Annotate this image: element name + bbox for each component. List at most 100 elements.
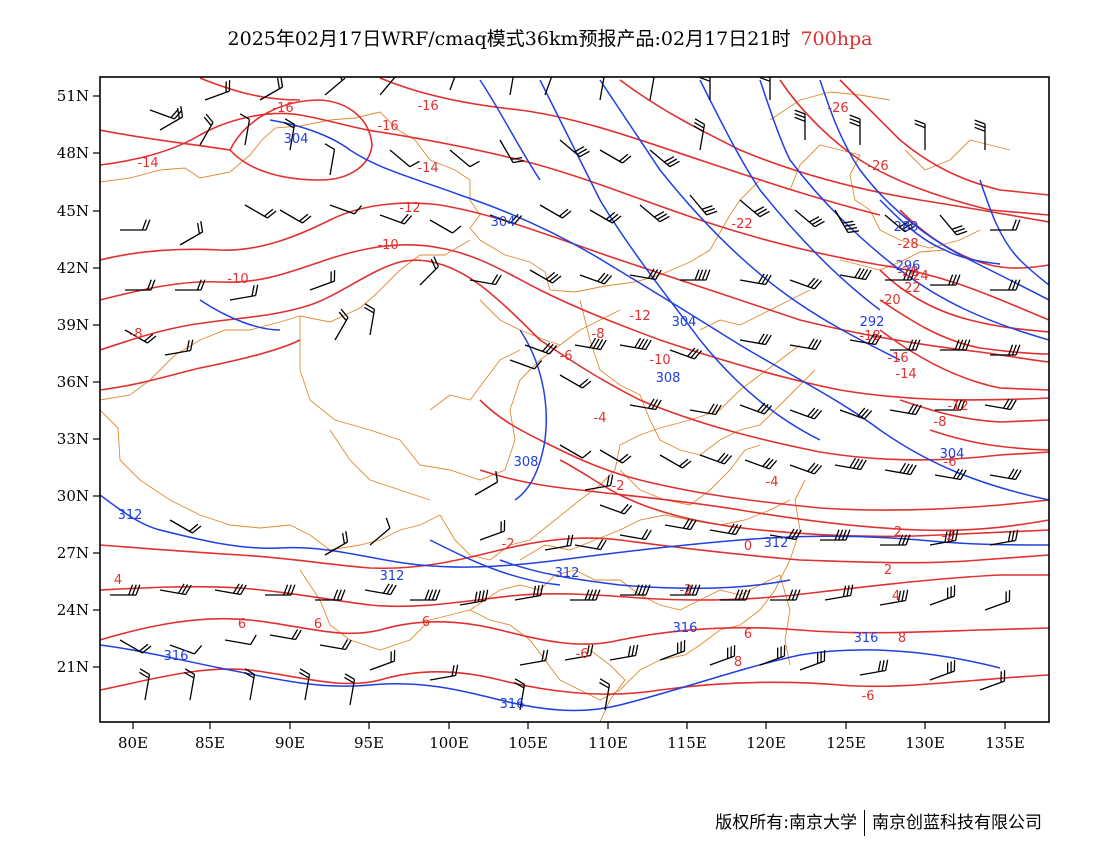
- height-contour: [819, 79, 1049, 301]
- wind-barb: [199, 113, 214, 146]
- height-label: 316: [164, 649, 189, 664]
- isotherm: [100, 244, 1049, 401]
- temperature-label: -10: [649, 353, 670, 368]
- wind-barb: [934, 468, 967, 481]
- boundary-line: [100, 409, 441, 551]
- wind-barb: [709, 645, 736, 666]
- temperature-label: 6: [314, 617, 322, 632]
- height-label: 304: [940, 447, 965, 462]
- isotherm: [879, 329, 1049, 391]
- lat-tick-label: 21N: [57, 658, 89, 676]
- wind-barb: [139, 668, 151, 701]
- height-contour: [100, 494, 1049, 568]
- temperature-label: -4: [594, 411, 607, 426]
- wind-barb: [204, 80, 231, 101]
- temperature-label: 2: [884, 563, 892, 578]
- height-contour: [269, 119, 1049, 501]
- isotherm: [100, 259, 1049, 461]
- wind-barb: [849, 114, 861, 145]
- wind-barb: [680, 269, 711, 281]
- temperature-labels: -16-16-16-14-14-12-10-10-8 -8-6-4-12-10-2…: [114, 99, 969, 704]
- isotherm: [100, 339, 301, 391]
- wind-barb: [789, 277, 823, 290]
- temperature-label: -8: [934, 415, 947, 430]
- temperature-label: -26: [827, 101, 848, 116]
- wind-barb: [693, 118, 706, 151]
- temperature-label: -26: [867, 159, 888, 174]
- isotherm: [879, 269, 1049, 333]
- lon-tick-label: 130E: [905, 734, 945, 752]
- temperature-label: -6: [862, 689, 875, 704]
- wind-barb: [929, 585, 956, 606]
- wind-barb: [939, 214, 968, 236]
- wind-barb: [284, 118, 296, 151]
- boundary-line: [329, 429, 431, 501]
- pressure-level-label: 700hpa: [800, 28, 873, 50]
- wind-barb: [329, 204, 363, 215]
- wind-barb: [639, 204, 670, 223]
- title-main: 2025年02月17日WRF/cmaq模式36km预报产品:02月17日21时: [227, 28, 791, 50]
- wind-barb: [544, 77, 553, 96]
- temperature-label: -24: [907, 269, 928, 284]
- height-label: 316: [854, 631, 879, 646]
- boundary-line: [589, 649, 626, 722]
- wind-barb: [599, 77, 605, 101]
- boundary-line: [779, 574, 791, 666]
- boundary-line: [100, 111, 381, 183]
- wind-barb: [469, 274, 502, 286]
- temperature-label: -2: [942, 529, 955, 544]
- height-label: 312: [555, 566, 580, 581]
- isotherm: [100, 617, 1049, 645]
- wind-barb: [935, 399, 966, 411]
- wind-barb: [929, 660, 956, 681]
- wind-barb: [759, 77, 771, 100]
- map-axes: 80E 85E 90E 95E 100E 105E 110E 115E 120E 125E 130E…: [57, 87, 1025, 752]
- height-label: 312: [380, 569, 405, 584]
- temperature-label: -8: [592, 327, 605, 342]
- map-title: 2025年02月17日WRF/cmaq模式36km预报产品:02月17日21时 7…: [0, 24, 1100, 51]
- temperature-label: 0: [744, 539, 752, 554]
- wind-barb: [834, 457, 867, 471]
- wind-barb: [184, 668, 196, 701]
- wind-barb: [214, 583, 247, 596]
- isotherm: [100, 537, 1049, 570]
- wind-barb: [449, 77, 456, 91]
- wind-barb: [889, 403, 922, 416]
- wind-barb: [664, 518, 697, 531]
- wind-barb: [410, 589, 441, 601]
- lon-tick-label: 115E: [667, 734, 707, 752]
- wind-barb: [265, 584, 296, 596]
- temperature-label: -14: [895, 367, 916, 382]
- wind-barb: [984, 590, 1011, 611]
- wind-barb: [164, 339, 194, 356]
- temperature-label: 8: [734, 655, 742, 670]
- wind-barb: [474, 470, 499, 496]
- wind-barb: [794, 209, 825, 228]
- map-frame: [99, 76, 1050, 723]
- wind-barb: [649, 149, 680, 168]
- height-label: 308: [514, 455, 539, 470]
- wind-barb: [110, 584, 141, 596]
- wind-barb: [879, 589, 909, 606]
- wind-barb: [670, 584, 701, 596]
- boundary-line: [299, 309, 621, 481]
- wind-barb: [659, 640, 686, 661]
- wind-barb: [570, 589, 601, 601]
- height-label: 312: [764, 536, 789, 551]
- temperature-label: -2: [680, 583, 693, 598]
- temperature-label: -14: [137, 156, 158, 171]
- wind-barb: [984, 398, 1017, 411]
- wind-barb: [559, 374, 592, 389]
- temperature-label: -8: [130, 327, 143, 342]
- height-contour: [539, 79, 821, 441]
- temperature-label: -10: [377, 238, 398, 253]
- wind-barb: [124, 329, 157, 344]
- wind-barb: [789, 407, 823, 420]
- wind-barb: [169, 519, 202, 534]
- boundary-line: [429, 349, 521, 411]
- wind-barb: [739, 402, 773, 415]
- lat-tick-label: 51N: [57, 87, 89, 105]
- temperature-label: 6: [238, 617, 246, 632]
- wind-barb: [609, 644, 639, 661]
- wind-barb: [429, 219, 462, 234]
